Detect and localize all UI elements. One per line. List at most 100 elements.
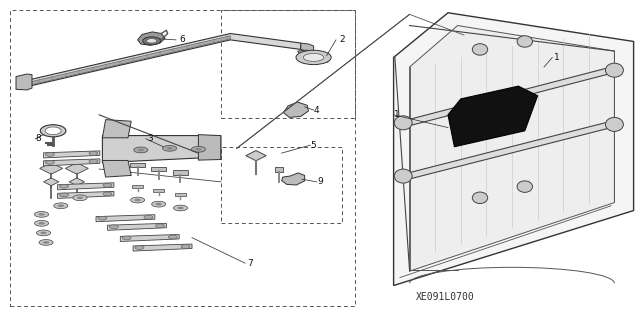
Ellipse shape xyxy=(134,199,141,201)
Ellipse shape xyxy=(134,147,148,153)
Polygon shape xyxy=(130,163,145,167)
Ellipse shape xyxy=(605,63,623,77)
Ellipse shape xyxy=(109,225,118,229)
Polygon shape xyxy=(16,74,32,90)
Ellipse shape xyxy=(103,192,112,196)
Ellipse shape xyxy=(152,201,166,207)
Ellipse shape xyxy=(89,152,98,155)
Polygon shape xyxy=(120,234,179,241)
Polygon shape xyxy=(40,163,63,174)
Ellipse shape xyxy=(60,193,68,197)
Text: 4: 4 xyxy=(314,106,319,115)
Ellipse shape xyxy=(303,54,324,62)
Ellipse shape xyxy=(394,116,412,130)
Ellipse shape xyxy=(40,125,66,137)
Polygon shape xyxy=(175,193,186,196)
Ellipse shape xyxy=(177,207,184,209)
Text: 2: 2 xyxy=(340,35,345,44)
Polygon shape xyxy=(102,136,221,163)
Ellipse shape xyxy=(35,220,49,226)
Ellipse shape xyxy=(147,39,157,43)
Text: 9: 9 xyxy=(317,177,323,186)
Text: 1: 1 xyxy=(394,110,399,119)
Ellipse shape xyxy=(131,197,145,203)
Ellipse shape xyxy=(73,195,87,201)
Polygon shape xyxy=(153,189,164,192)
Polygon shape xyxy=(151,167,166,171)
Ellipse shape xyxy=(38,213,45,216)
Ellipse shape xyxy=(45,160,54,164)
Ellipse shape xyxy=(54,203,68,209)
Ellipse shape xyxy=(138,149,144,151)
Polygon shape xyxy=(96,215,155,222)
Polygon shape xyxy=(44,178,59,186)
Ellipse shape xyxy=(135,246,144,249)
Polygon shape xyxy=(108,223,166,230)
Ellipse shape xyxy=(143,37,161,45)
Ellipse shape xyxy=(195,148,202,151)
Polygon shape xyxy=(198,135,221,160)
Ellipse shape xyxy=(296,50,332,65)
Ellipse shape xyxy=(36,230,51,236)
Ellipse shape xyxy=(191,146,205,152)
Ellipse shape xyxy=(35,211,49,217)
Ellipse shape xyxy=(517,181,532,192)
Ellipse shape xyxy=(394,169,412,183)
Ellipse shape xyxy=(38,222,45,225)
Ellipse shape xyxy=(156,224,164,228)
Polygon shape xyxy=(282,173,305,185)
Polygon shape xyxy=(69,178,84,186)
Text: 1: 1 xyxy=(554,53,559,62)
Polygon shape xyxy=(102,120,131,138)
Text: 6: 6 xyxy=(180,35,185,44)
Ellipse shape xyxy=(122,236,131,240)
Ellipse shape xyxy=(43,241,49,244)
Text: 5: 5 xyxy=(311,141,316,150)
Polygon shape xyxy=(138,32,165,45)
Ellipse shape xyxy=(40,232,47,234)
Ellipse shape xyxy=(103,183,112,187)
Ellipse shape xyxy=(166,147,173,150)
Polygon shape xyxy=(246,151,266,161)
Polygon shape xyxy=(44,151,100,158)
Ellipse shape xyxy=(77,197,83,199)
Polygon shape xyxy=(173,170,188,175)
Polygon shape xyxy=(65,163,88,174)
Polygon shape xyxy=(410,26,614,271)
Polygon shape xyxy=(301,43,314,52)
Polygon shape xyxy=(448,86,538,147)
Ellipse shape xyxy=(163,145,177,151)
Ellipse shape xyxy=(144,215,153,219)
Ellipse shape xyxy=(45,127,61,135)
Ellipse shape xyxy=(89,160,98,163)
Ellipse shape xyxy=(168,235,177,239)
Ellipse shape xyxy=(517,36,532,47)
Polygon shape xyxy=(133,244,192,251)
Ellipse shape xyxy=(156,203,162,205)
Ellipse shape xyxy=(39,240,53,245)
Polygon shape xyxy=(22,33,301,88)
Polygon shape xyxy=(394,13,634,286)
Polygon shape xyxy=(408,67,611,126)
Polygon shape xyxy=(284,102,308,117)
Polygon shape xyxy=(102,160,131,177)
Polygon shape xyxy=(26,36,230,86)
Polygon shape xyxy=(58,183,114,190)
Text: 7: 7 xyxy=(247,259,252,268)
Ellipse shape xyxy=(173,205,188,211)
Text: XE091L0700: XE091L0700 xyxy=(415,292,474,302)
Ellipse shape xyxy=(181,245,190,249)
Polygon shape xyxy=(319,58,330,62)
Text: 3: 3 xyxy=(148,134,153,143)
Polygon shape xyxy=(44,159,100,166)
Text: 8: 8 xyxy=(36,134,41,143)
Ellipse shape xyxy=(605,117,623,131)
Ellipse shape xyxy=(58,204,64,207)
Ellipse shape xyxy=(45,152,54,156)
Ellipse shape xyxy=(472,44,488,55)
Polygon shape xyxy=(408,121,611,179)
Ellipse shape xyxy=(60,184,68,188)
Polygon shape xyxy=(132,185,143,188)
Polygon shape xyxy=(58,191,114,198)
Polygon shape xyxy=(298,50,309,54)
